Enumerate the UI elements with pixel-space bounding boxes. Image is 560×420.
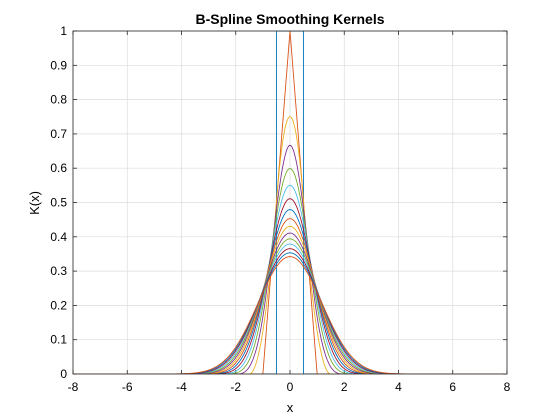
kernel-line-order-8	[73, 209, 507, 374]
kernel-line-order-5	[73, 168, 507, 374]
x-tick-label: -6	[122, 380, 133, 394]
y-tick-label: 0.8	[50, 93, 67, 107]
kernel-line-order-4	[73, 144, 507, 374]
y-axis-label: K(x)	[27, 191, 42, 215]
y-tick-label: 0.9	[50, 58, 67, 72]
y-tick-label: 0	[60, 367, 67, 381]
grid	[72, 30, 508, 375]
kernel-line-order-11	[73, 232, 507, 374]
kernel-line-order-9	[73, 218, 507, 374]
x-tick-label: -4	[176, 380, 187, 394]
series-lines	[73, 31, 507, 374]
y-tick-label: 1	[60, 24, 67, 38]
y-tick-label: 0.2	[50, 298, 67, 312]
x-tick-label: 8	[504, 380, 511, 394]
kernel-line-order-13	[73, 243, 507, 374]
tick-labels: -8 -6 -4 -2 0 2 4 6 8 0 0.1 0.2 0.3 0.4 0.5 0.6 0.7 0.8 0.…	[50, 24, 510, 394]
kernel-line-order-6	[73, 184, 507, 374]
kernel-line-order-3	[73, 116, 507, 374]
x-tick-label: 6	[449, 380, 456, 394]
y-tick-label: 0.6	[50, 161, 67, 175]
chart-title: B-Spline Smoothing Kernels	[195, 11, 384, 27]
plot-frame	[72, 30, 508, 375]
x-tick-label: -8	[68, 380, 79, 394]
x-tick-label: 0	[287, 380, 294, 394]
y-tick-label: 0.3	[50, 264, 67, 278]
y-tick-label: 0.1	[50, 333, 67, 347]
y-tick-label: 0.5	[50, 196, 67, 210]
kernel-line-order-12	[73, 238, 507, 374]
x-tick-label: -2	[230, 380, 241, 394]
y-tick-label: 0.4	[50, 230, 67, 244]
kernel-line-order-14	[73, 248, 507, 374]
x-tick-label: 4	[395, 380, 402, 394]
kernel-line-order-7	[73, 198, 507, 374]
kernel-line-order-15	[73, 252, 507, 374]
y-tick-label: 0.7	[50, 127, 67, 141]
x-tick-label: 2	[341, 380, 348, 394]
kernel-line-order-16	[73, 256, 507, 374]
kernel-line-order-10	[73, 225, 507, 374]
x-axis-label: x	[287, 400, 294, 415]
